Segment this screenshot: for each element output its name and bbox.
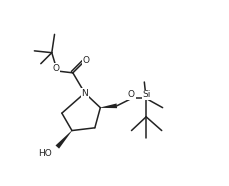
Text: Si: Si bbox=[142, 90, 150, 99]
Text: O: O bbox=[82, 56, 89, 65]
Text: N: N bbox=[81, 89, 88, 97]
Text: O: O bbox=[127, 90, 134, 99]
Polygon shape bbox=[55, 130, 72, 149]
Polygon shape bbox=[100, 103, 117, 108]
Text: O: O bbox=[52, 64, 59, 73]
Text: HO: HO bbox=[38, 149, 52, 158]
